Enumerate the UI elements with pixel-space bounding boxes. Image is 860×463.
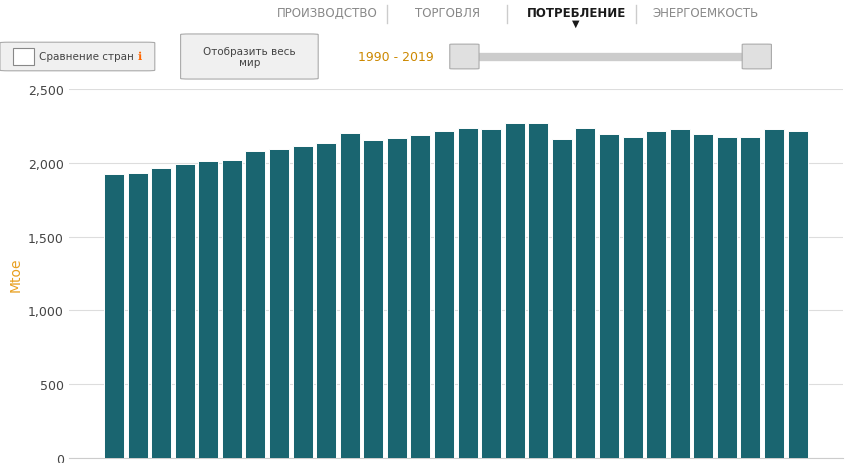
Bar — [552, 140, 572, 458]
Bar — [575, 129, 595, 458]
Text: ЭНЕРГОЕМКОСТЬ: ЭНЕРГОЕМКОСТЬ — [652, 7, 759, 20]
Bar — [670, 129, 690, 458]
Bar — [717, 138, 737, 458]
Text: ПРОИЗВОДСТВО: ПРОИЗВОДСТВО — [276, 7, 378, 20]
Text: ▼: ▼ — [573, 19, 580, 28]
Text: Сравнение стран: Сравнение стран — [39, 52, 133, 63]
Bar — [151, 169, 171, 458]
Bar — [387, 139, 407, 458]
FancyBboxPatch shape — [450, 45, 479, 70]
Bar — [127, 174, 148, 458]
Bar — [434, 131, 454, 458]
Text: ПОТРЕБЛЕНИЕ: ПОТРЕБЛЕНИЕ — [526, 7, 626, 20]
Y-axis label: Mtoe: Mtoe — [9, 257, 22, 291]
Bar — [788, 131, 808, 458]
Bar — [13, 49, 34, 66]
Bar — [222, 160, 242, 458]
Bar — [646, 131, 666, 458]
Bar — [693, 134, 713, 458]
Bar — [458, 129, 477, 458]
Bar — [623, 138, 642, 458]
Bar — [292, 146, 312, 458]
Text: Отобразить весь
мир: Отобразить весь мир — [203, 47, 296, 68]
Text: 1990 - 2019: 1990 - 2019 — [358, 51, 433, 64]
Bar — [410, 136, 431, 458]
Bar — [269, 150, 289, 458]
FancyBboxPatch shape — [0, 43, 155, 72]
Bar — [199, 162, 218, 458]
Bar — [528, 124, 549, 458]
FancyBboxPatch shape — [181, 35, 318, 80]
Bar — [175, 165, 194, 458]
Bar — [481, 130, 501, 458]
Bar — [340, 134, 359, 458]
Bar — [104, 174, 124, 458]
Bar — [316, 144, 336, 458]
Text: ℹ: ℹ — [138, 52, 142, 63]
Bar — [599, 134, 619, 458]
Bar — [363, 140, 384, 458]
FancyBboxPatch shape — [742, 45, 771, 70]
Bar — [740, 138, 760, 458]
Bar — [764, 130, 784, 458]
Bar — [245, 152, 266, 458]
Bar — [505, 123, 525, 458]
Text: ТОРГОВЛЯ: ТОРГОВЛЯ — [415, 7, 480, 20]
